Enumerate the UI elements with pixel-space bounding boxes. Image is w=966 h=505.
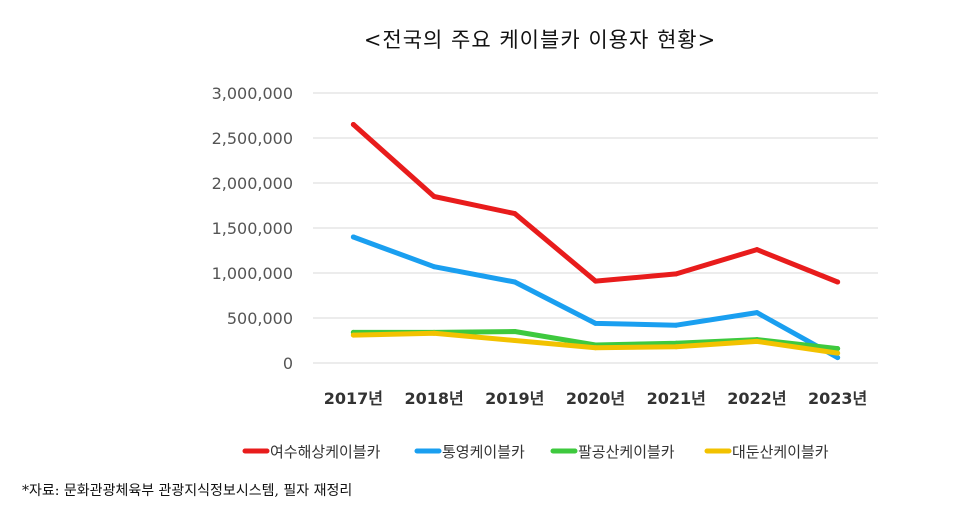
gridlines bbox=[313, 92, 878, 364]
x-tick-label: 2022년 bbox=[727, 389, 786, 408]
legend-label: 대둔산케이블카 bbox=[732, 443, 829, 461]
chart-title: <전국의 주요 케이블카 이용자 현황> bbox=[363, 28, 717, 52]
data-point bbox=[350, 234, 356, 240]
x-tick-label: 2020년 bbox=[566, 389, 625, 408]
x-tick-label: 2018년 bbox=[404, 389, 463, 408]
data-point bbox=[835, 355, 841, 361]
data-point bbox=[593, 278, 598, 284]
y-tick-label: 3,000,000 bbox=[212, 84, 293, 103]
data-point bbox=[350, 122, 356, 127]
legend-label: 여수해상케이블카 bbox=[270, 443, 381, 461]
data-point bbox=[835, 350, 841, 356]
data-point bbox=[431, 194, 437, 199]
data-point bbox=[593, 320, 598, 326]
y-tick-label: 0 bbox=[283, 354, 293, 373]
data-point bbox=[431, 330, 437, 336]
data-point bbox=[512, 279, 518, 285]
data-point bbox=[754, 338, 760, 344]
data-point bbox=[512, 338, 518, 343]
data-point bbox=[431, 264, 437, 270]
y-tick-label: 500,000 bbox=[227, 309, 293, 328]
x-tick-label: 2019년 bbox=[485, 389, 544, 408]
data-point bbox=[754, 247, 760, 253]
data-point bbox=[350, 332, 356, 338]
data-point bbox=[673, 344, 679, 350]
data-point bbox=[673, 322, 679, 328]
data-point bbox=[512, 329, 518, 334]
series-lines bbox=[350, 122, 841, 361]
data-point bbox=[754, 310, 760, 316]
data-point bbox=[835, 279, 841, 285]
y-tick-label: 2,500,000 bbox=[212, 129, 293, 148]
data-point bbox=[593, 345, 598, 351]
y-tick-label: 2,000,000 bbox=[212, 174, 293, 193]
x-tick-label: 2021년 bbox=[647, 389, 706, 408]
x-tick-label: 2023년 bbox=[808, 389, 867, 408]
legend-label: 팔공산케이블카 bbox=[578, 443, 675, 461]
x-tick-label: 2017년 bbox=[324, 389, 383, 408]
data-point bbox=[835, 346, 841, 352]
legend-label: 통영케이블카 bbox=[442, 443, 525, 461]
data-point bbox=[673, 271, 679, 277]
y-tick-label: 1,000,000 bbox=[212, 264, 293, 283]
source-note: *자료: 문화관광체육부 관광지식정보시스템, 필자 재정리 bbox=[22, 483, 353, 499]
y-axis-ticks: 0 500,000 1,000,000 1,500,000 2,000,000 2,500… bbox=[212, 84, 293, 373]
legend: 여수해상케이블카 통영케이블카 팔공산케이블카 대둔산케이블카 bbox=[242, 443, 829, 461]
series-line bbox=[350, 122, 841, 285]
data-point bbox=[512, 211, 518, 217]
y-tick-label: 1,500,000 bbox=[212, 219, 293, 238]
x-axis-ticks: 2017년 2018년 2019년 2020년 2021년 2022년 2023년 bbox=[324, 389, 868, 408]
